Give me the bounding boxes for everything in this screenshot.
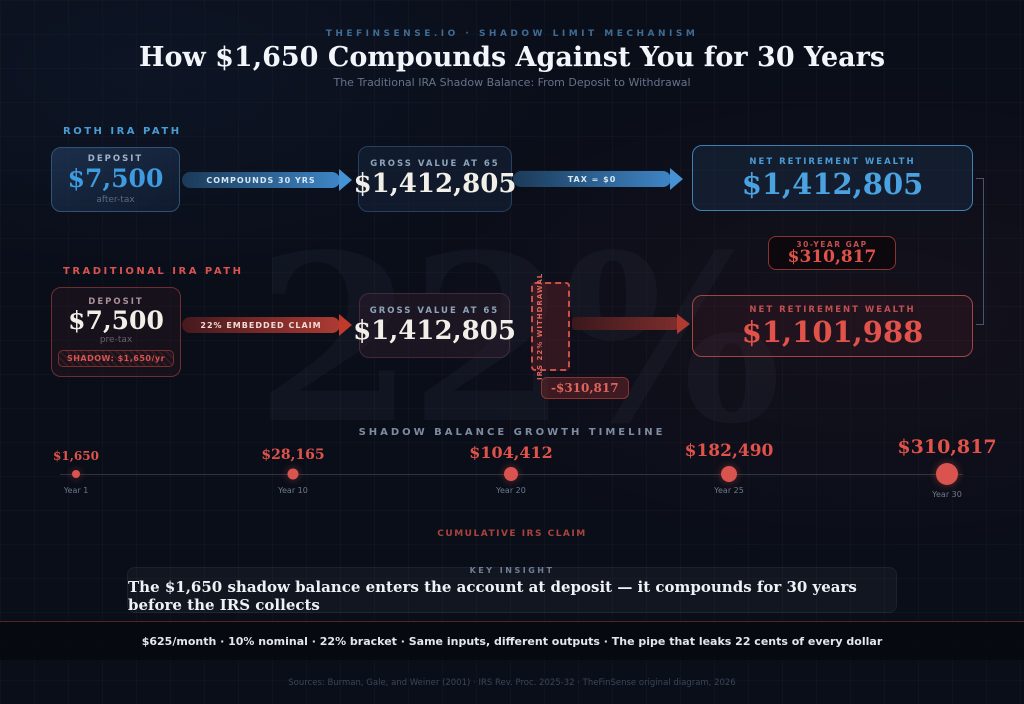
timeline-year-label: Year 20	[496, 486, 526, 495]
key-insight-box: KEY INSIGHT The $1,650 shadow balance en…	[127, 566, 897, 614]
irs-withdrawal-gate-label: IRS 22% WITHDRAWAL	[536, 272, 544, 381]
timeline-value: $182,490	[684, 441, 774, 461]
timeline-year-label: Year 10	[278, 486, 308, 495]
traditional-deposit-value: $7,500	[68, 305, 164, 335]
roth-deposit-value: $7,500	[67, 164, 164, 194]
roth-tax-arrow: TAX = $0	[513, 171, 671, 187]
sources-line: Sources: Burman, Gale, and Weiner (2001)…	[288, 678, 736, 688]
timeline-year-label: Year 30	[932, 490, 962, 499]
roth-gross-value: $1,412,805	[353, 169, 517, 200]
cumulative-claim-caption: CUMULATIVE IRS CLAIM	[437, 529, 587, 539]
timeline-value: $310,817	[897, 436, 997, 458]
gap-label: 30-YEAR GAP	[796, 239, 868, 249]
background-watermark: 22%	[255, 205, 782, 475]
gap-bracket	[976, 178, 984, 325]
roth-compound-arrow: COMPOUNDS 30 YRS	[182, 172, 340, 188]
page-subtitle: The Traditional IRA Shadow Balance: From…	[333, 76, 691, 89]
irs-withdrawal-gate: IRS 22% WITHDRAWAL	[531, 272, 570, 381]
timeline-dot	[287, 468, 299, 480]
roth-path-label: ROTH IRA PATH	[63, 126, 182, 137]
traditional-gross-label: GROSS VALUE AT 65	[369, 305, 500, 316]
traditional-net-label: NET RETIREMENT WEALTH	[749, 304, 916, 315]
brand-line: THEFINSENSE.IO · SHADOW LIMIT MECHANISM	[325, 29, 699, 39]
page-title: How $1,650 Compounds Against You for 30 …	[138, 42, 886, 73]
roth-deposit-box: DEPOSIT $7,500 after-tax	[51, 147, 180, 212]
key-insight-label: KEY INSIGHT	[469, 566, 555, 575]
footer-strip: $625/month · 10% nominal · 22% bracket ·…	[0, 621, 1024, 660]
traditional-deposit-box: DEPOSIT $7,500 pre-tax SHADOW: $1,650/yr	[51, 287, 181, 377]
roth-net-value: $1,412,805	[741, 166, 924, 201]
timeline-title: SHADOW BALANCE GROWTH TIMELINE	[358, 427, 666, 438]
roth-deposit-sub: after-tax	[96, 194, 135, 205]
footer-tagline: $625/month · 10% nominal · 22% bracket ·…	[141, 634, 883, 648]
roth-net-label: NET RETIREMENT WEALTH	[749, 156, 916, 167]
shadow-badge: SHADOW: $1,650/yr	[57, 350, 175, 368]
roth-deposit-label: DEPOSIT	[87, 154, 144, 165]
traditional-gross-value: $1,412,805	[353, 315, 516, 346]
withdrawal-loss-badge: -$310,817	[541, 377, 629, 399]
key-insight-text: The $1,650 shadow balance enters the acc…	[128, 578, 857, 614]
traditional-deposit-sub: pre-tax	[99, 335, 133, 346]
timeline-value: $104,412	[469, 443, 553, 462]
timeline-value: $28,165	[261, 447, 325, 463]
roth-gross-label: GROSS VALUE AT 65	[370, 159, 500, 170]
traditional-gross-box: GROSS VALUE AT 65 $1,412,805	[353, 293, 516, 358]
post-tax-arrow	[572, 317, 678, 330]
timeline-year-label: Year 25	[714, 486, 744, 495]
traditional-net-box: NET RETIREMENT WEALTH $1,101,988	[692, 295, 973, 357]
embedded-claim-arrow: 22% EMBEDDED CLAIM	[182, 317, 340, 333]
traditional-net-value: $1,101,988	[741, 314, 924, 349]
timeline-dot	[504, 467, 518, 481]
traditional-path-label: TRADITIONAL IRA PATH	[63, 266, 244, 277]
gap-value: $310,817	[787, 246, 877, 267]
roth-net-box: NET RETIREMENT WEALTH $1,412,805	[692, 145, 973, 211]
timeline-dot	[72, 470, 80, 478]
traditional-deposit-label: DEPOSIT	[88, 296, 144, 307]
roth-tax-arrow-label: TAX = $0	[567, 174, 617, 184]
timeline-dot	[936, 463, 958, 485]
roth-gross-box: GROSS VALUE AT 65 $1,412,805	[354, 146, 516, 212]
timeline-value: $1,650	[53, 449, 99, 463]
timeline-dot	[721, 466, 737, 482]
embedded-claim-arrow-label: 22% EMBEDDED CLAIM	[200, 320, 322, 330]
timeline-year-label: Year 1	[63, 486, 89, 495]
roth-compound-arrow-label: COMPOUNDS 30 YRS	[206, 175, 316, 185]
gap-box: 30-YEAR GAP $310,817	[768, 236, 896, 270]
